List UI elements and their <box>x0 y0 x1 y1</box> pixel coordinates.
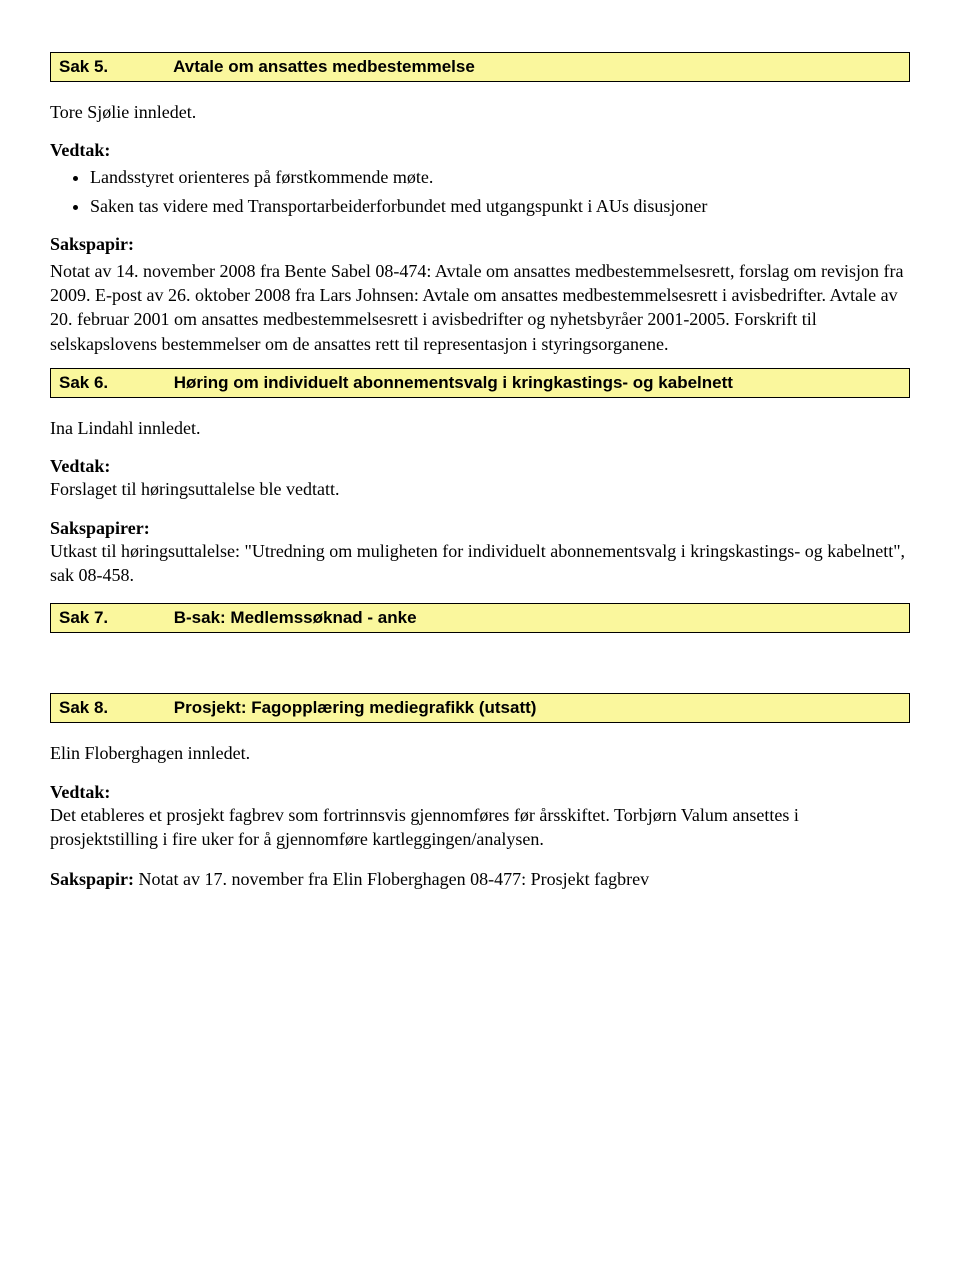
sak5-sakspapir-label: Sakspapir: <box>50 234 910 255</box>
sak5-sakspapir-body: Notat av 14. november 2008 fra Bente Sab… <box>50 259 910 356</box>
sak6-header: Sak 6. Høring om individuelt abonnements… <box>50 368 910 398</box>
sak6-intro: Ina Lindahl innledet. <box>50 416 910 440</box>
sak5-title: Avtale om ansattes medbestemmelse <box>173 57 475 76</box>
sak7-header: Sak 7. B-sak: Medlemssøknad - anke <box>50 603 910 633</box>
sak5-bullets: Landsstyret orienteres på førstkommende … <box>50 165 910 218</box>
sak7-title: B-sak: Medlemssøknad - anke <box>174 608 417 627</box>
sak8-header: Sak 8. Prosjekt: Fagopplæring mediegrafi… <box>50 693 910 723</box>
sak8-title: Prosjekt: Fagopplæring mediegrafikk (uts… <box>174 698 537 717</box>
sak6-sakspapirer-body: Utkast til høringsuttalelse: "Utredning … <box>50 539 910 588</box>
sak6-sakspapirer-label: Sakspapirer: <box>50 518 910 539</box>
sak8-sakspapir-label: Sakspapir: <box>50 869 139 889</box>
sak7-num: Sak 7. <box>59 608 169 628</box>
sak6-title: Høring om individuelt abonnementsvalg i … <box>174 373 733 392</box>
sak6-vedtak-label: Vedtak: <box>50 456 910 477</box>
sak5-vedtak-label: Vedtak: <box>50 140 910 161</box>
sak8-sakspapir-body: Notat av 17. november fra Elin Flobergha… <box>139 869 650 889</box>
sak5-header: Sak 5. Avtale om ansattes medbestemmelse <box>50 52 910 82</box>
sak8-intro: Elin Floberghagen innledet. <box>50 741 910 765</box>
sak8-vedtak-label: Vedtak: <box>50 782 910 803</box>
sak6-num: Sak 6. <box>59 373 169 393</box>
sak5-intro: Tore Sjølie innledet. <box>50 100 910 124</box>
sak8-vedtak-body: Det etableres et prosjekt fagbrev som fo… <box>50 803 910 852</box>
list-item: Landsstyret orienteres på førstkommende … <box>90 165 910 189</box>
spacer <box>50 651 910 681</box>
sak8-num: Sak 8. <box>59 698 169 718</box>
sak6-vedtak-body: Forslaget til høringsuttalelse ble vedta… <box>50 477 910 501</box>
list-item: Saken tas videre med Transportarbeiderfo… <box>90 194 910 218</box>
sak8-sakspapir-line: Sakspapir: Notat av 17. november fra Eli… <box>50 867 910 891</box>
sak5-num: Sak 5. <box>59 57 169 77</box>
